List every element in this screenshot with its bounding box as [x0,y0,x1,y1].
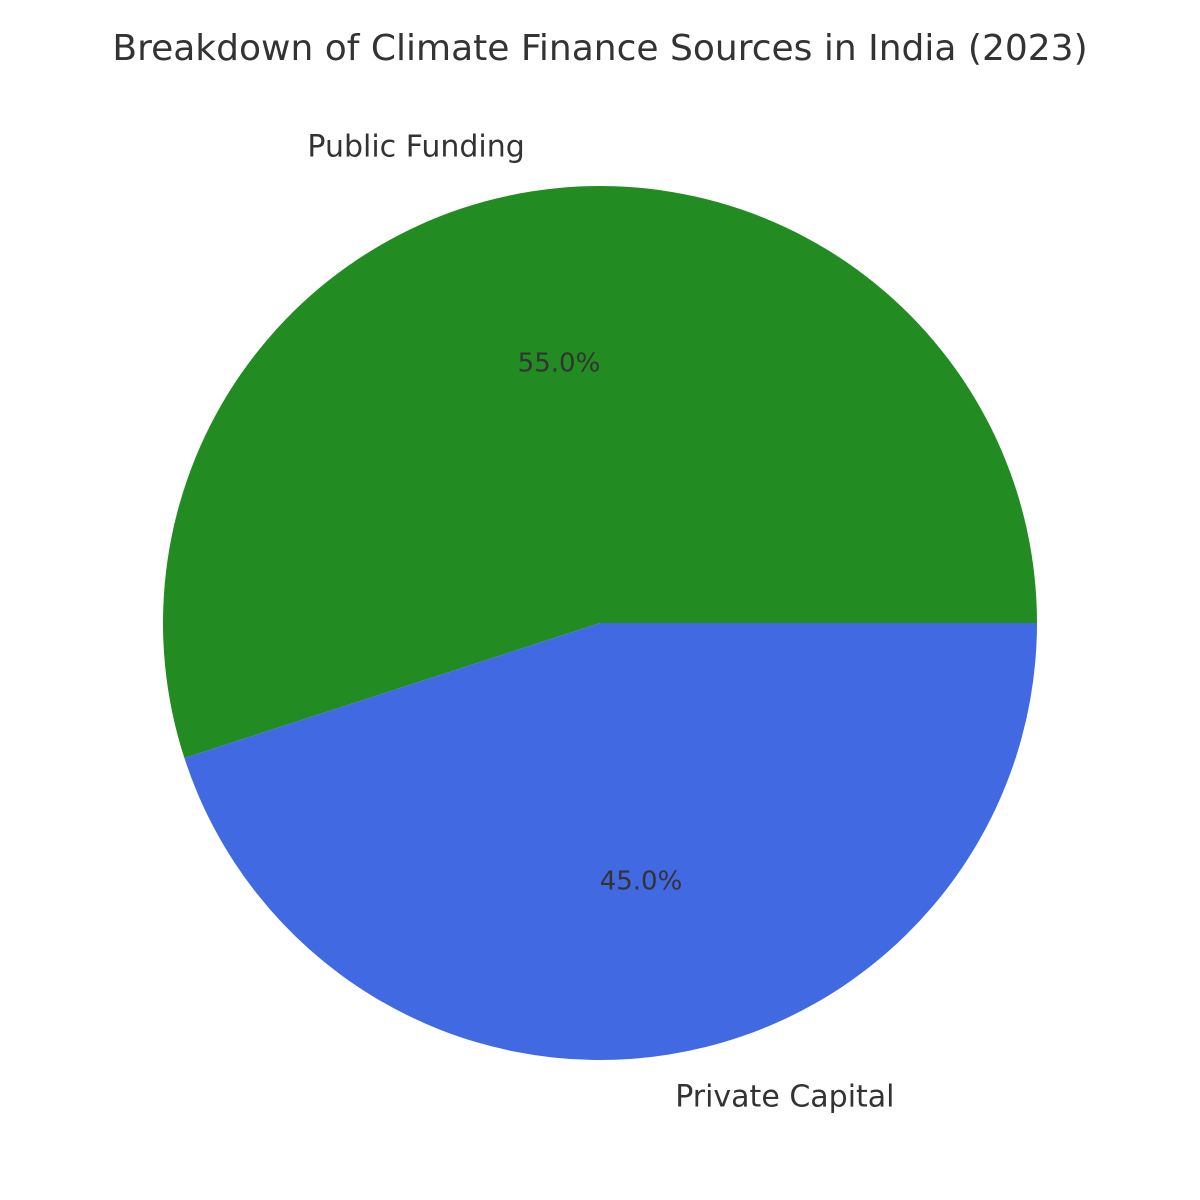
pie-slice-public-funding [162,185,1037,759]
slice-label-private-capital: Private Capital [675,1079,894,1114]
pie-slices [162,185,1037,1060]
slice-label-public-funding: Public Funding [307,130,524,165]
pct-label-public-funding: 55.0% [518,349,601,379]
chart-title: Breakdown of Climate Finance Sources in … [112,28,1087,69]
pct-label-private-capital: 45.0% [600,866,683,896]
pie-labels: Public Funding 55.0% Private Capital 45.0% [307,130,894,1115]
pie-slice-private-capital [184,623,1037,1060]
